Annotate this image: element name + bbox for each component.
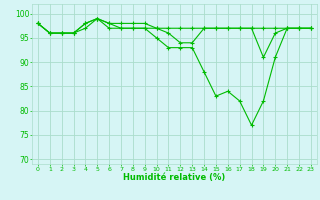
X-axis label: Humidité relative (%): Humidité relative (%) xyxy=(123,173,226,182)
